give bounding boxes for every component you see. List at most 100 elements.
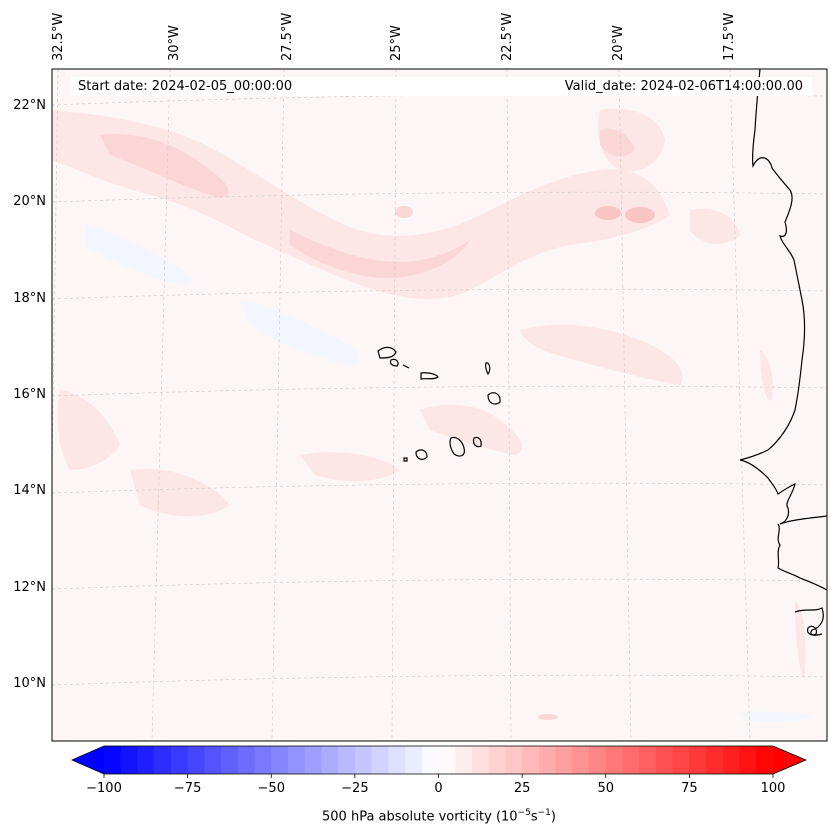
colorbar-segment xyxy=(622,746,640,774)
parallel-line xyxy=(52,578,827,590)
colorbar-segment xyxy=(338,746,356,774)
colorbar-segment xyxy=(471,746,490,774)
colorbar-segment xyxy=(655,746,674,774)
latitude-label: 16°N xyxy=(13,387,46,402)
vorticity-maximum xyxy=(625,207,655,223)
island xyxy=(807,625,817,636)
island xyxy=(402,364,410,369)
colorbar-segment xyxy=(438,746,456,774)
valid-date-label: Valid_date: 2024-02-06T14:00:00.00 xyxy=(564,79,803,94)
positive-vorticity-band xyxy=(420,404,523,455)
colorbar-segment xyxy=(756,746,774,774)
colorbar-segment xyxy=(271,746,289,774)
colorbar-label-text: 500 hPa absolute vorticity (10 xyxy=(322,809,518,825)
longitude-label: 20°W xyxy=(611,25,626,61)
latitude-label: 10°N xyxy=(13,676,46,691)
colorbar-segment xyxy=(689,746,707,774)
date-info-bar: Start date: 2024-02-05_00:00:00 Valid_da… xyxy=(71,77,812,96)
latitude-label: 18°N xyxy=(13,291,46,306)
colorbar-segment xyxy=(371,746,389,774)
island xyxy=(403,457,408,462)
meridian-line xyxy=(391,69,397,741)
colorbar-segment xyxy=(488,746,506,774)
negative-vorticity-patch xyxy=(240,300,360,365)
latitude-label: 12°N xyxy=(13,580,46,595)
longitude-label: 17.5°W xyxy=(722,12,737,61)
colorbar-segment xyxy=(522,746,540,774)
coastlines xyxy=(739,69,827,636)
longitude-label: 27.5°W xyxy=(280,12,295,61)
colorbar-segment xyxy=(237,746,256,774)
colorbar-segment xyxy=(722,746,741,774)
meridian-line xyxy=(618,69,632,741)
start-date-label: Start date: 2024-02-05_00:00:00 xyxy=(78,79,293,94)
meridian-line xyxy=(506,69,512,741)
cape-verde-islands xyxy=(377,346,501,462)
colorbar-segment xyxy=(605,746,624,774)
colorbar-segment xyxy=(221,746,239,774)
positive-vorticity-band xyxy=(300,452,400,482)
colorbar-tick-label: 100 xyxy=(760,781,786,796)
colorbar-segment xyxy=(137,746,155,774)
colorbar-segment xyxy=(104,746,122,774)
island xyxy=(485,362,491,376)
colorbar-segment xyxy=(572,746,590,774)
colorbar-segment xyxy=(405,746,423,774)
colorbar-tick-label: −25 xyxy=(341,781,369,796)
colorbar-label-unit: s xyxy=(530,809,538,825)
colorbar-segment xyxy=(555,746,573,774)
positive-vorticity-band xyxy=(760,350,773,401)
island xyxy=(415,449,428,460)
colorbar-segment xyxy=(287,746,306,774)
vorticity-maximum xyxy=(395,206,413,218)
negative-vorticity-patch xyxy=(740,711,815,723)
colorbar-segment xyxy=(505,746,523,774)
africa-coastline xyxy=(777,523,827,591)
positive-vorticity-band xyxy=(795,600,806,680)
island xyxy=(449,436,465,457)
vorticity-maximum xyxy=(595,206,621,220)
positive-vorticity-band xyxy=(57,390,120,470)
colorbar-segment xyxy=(170,746,189,774)
colorbar-segment xyxy=(639,746,657,774)
island xyxy=(472,436,482,448)
positive-vorticity-band xyxy=(52,110,670,300)
positive-vorticity-core xyxy=(100,134,229,198)
colorbar-segment xyxy=(304,746,323,774)
positive-vorticity-band xyxy=(690,208,740,245)
colorbar-segment xyxy=(455,746,473,774)
latitude-label: 22°N xyxy=(13,98,46,113)
colorbar-segment xyxy=(538,746,557,774)
africa-coastline xyxy=(739,69,827,525)
colorbar-label-exponent: −5 xyxy=(517,808,531,818)
map-frame xyxy=(51,68,828,742)
colorbar-max-extend xyxy=(773,746,806,774)
colorbar-tick-label: 50 xyxy=(597,781,615,796)
vorticity-field xyxy=(52,108,815,723)
colorbar-segment xyxy=(154,746,172,774)
parallel-line xyxy=(52,191,827,203)
meridian-line xyxy=(271,69,285,741)
colorbar-min-extend xyxy=(72,746,104,774)
latitude-label: 20°N xyxy=(13,194,46,209)
colorbar-segment xyxy=(421,746,440,774)
colorbar-segment xyxy=(321,746,339,774)
island xyxy=(389,358,399,367)
colorbar-segment xyxy=(187,746,205,774)
meridian-line xyxy=(729,69,751,741)
positive-vorticity-core xyxy=(290,230,470,279)
longitude-label: 32.5°W xyxy=(51,12,66,61)
colorbar-tick-label: −50 xyxy=(257,781,285,796)
negative-vorticity-patch xyxy=(85,225,193,285)
colorbar-segment xyxy=(672,746,690,774)
meridian-line xyxy=(151,69,171,741)
colorbar-segment xyxy=(254,746,272,774)
parallel-line xyxy=(52,674,827,686)
latitude-label: 14°N xyxy=(13,483,46,498)
colorbar-tick-label: −75 xyxy=(173,781,202,796)
positive-vorticity-band xyxy=(520,324,683,385)
colorbar xyxy=(71,745,808,778)
island xyxy=(487,392,501,405)
